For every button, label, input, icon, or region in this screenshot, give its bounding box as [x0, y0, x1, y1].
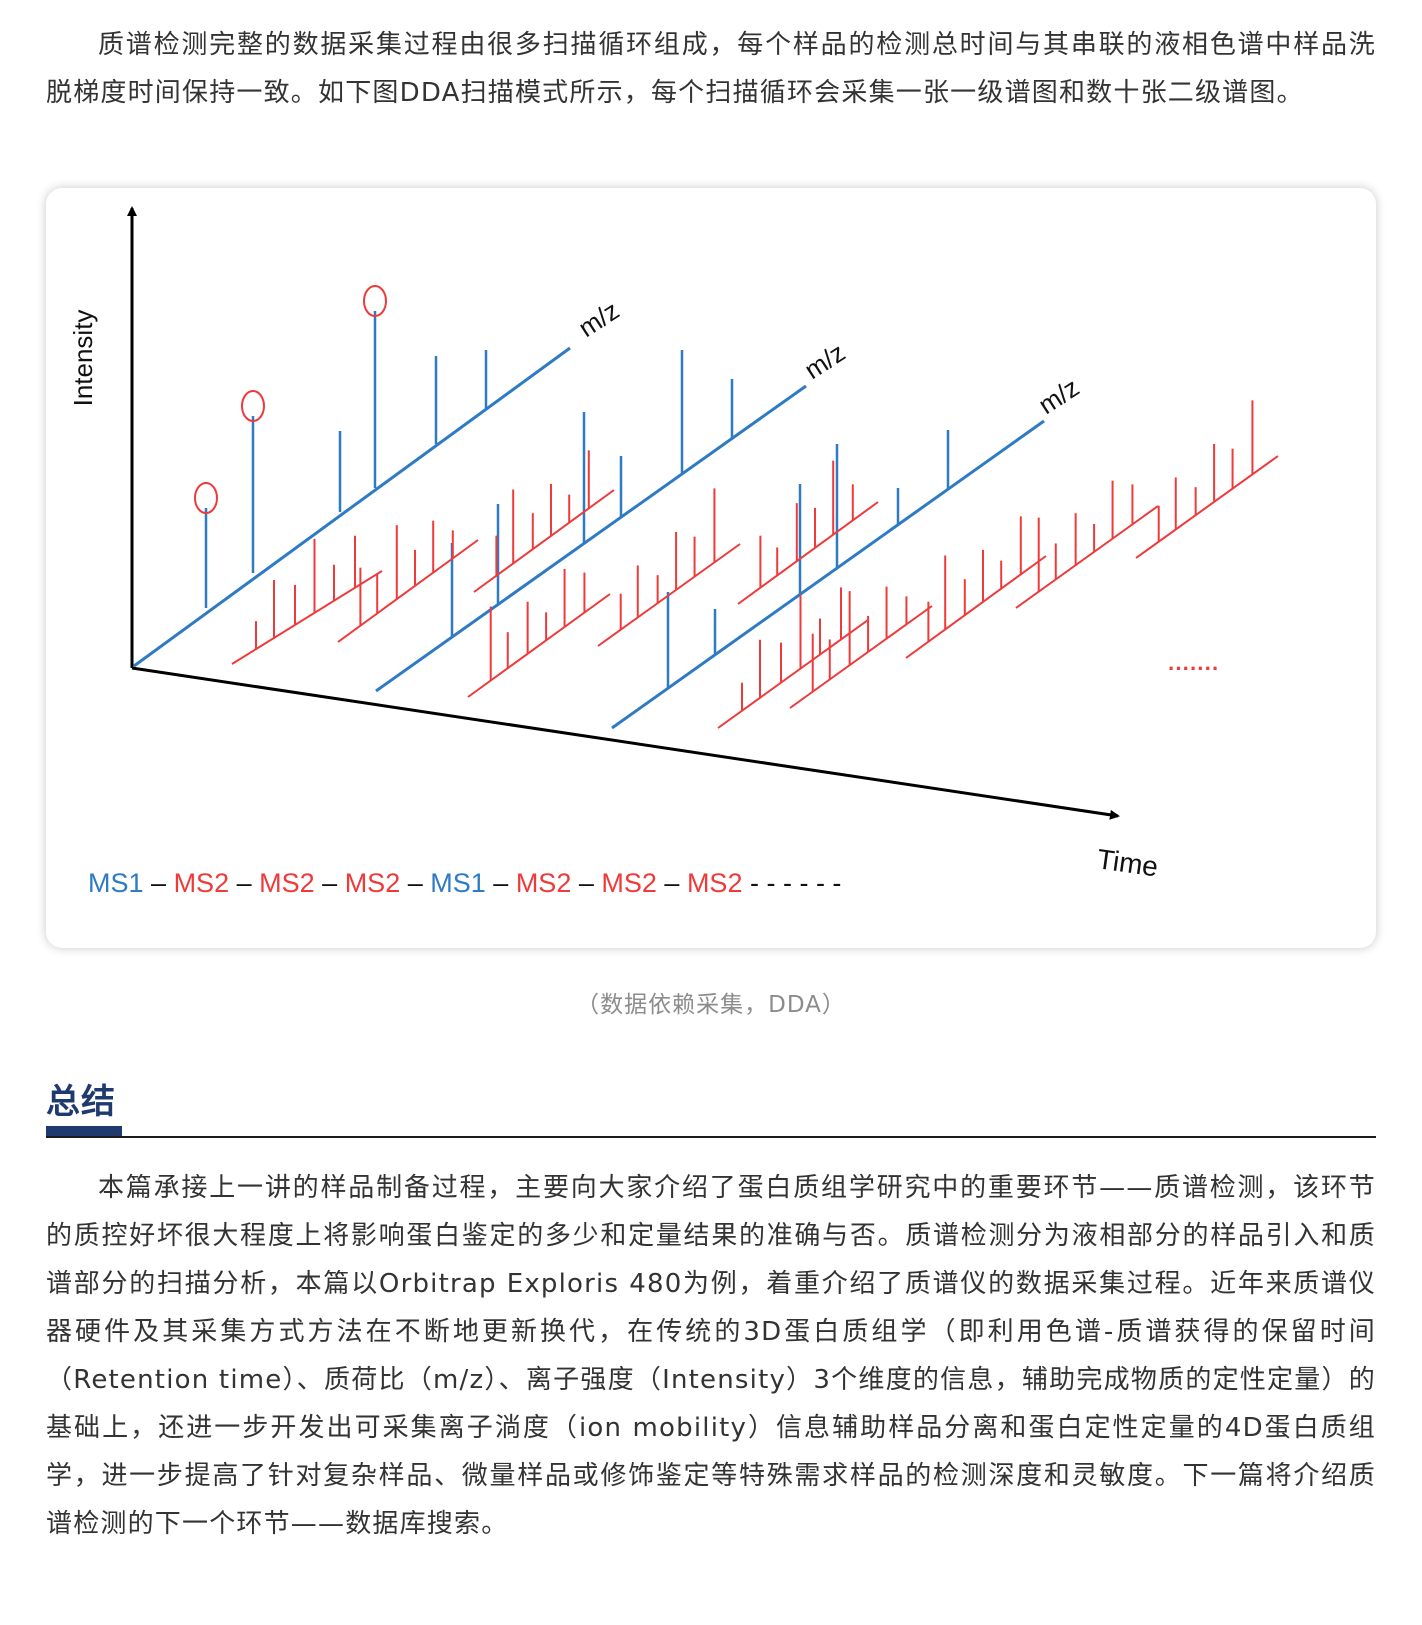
- scan-sequence-legend: MS1 – MS2 – MS2 – MS2 – MS1 – MS2 – MS2 …: [88, 868, 841, 898]
- sequence-ms2: MS2: [601, 868, 657, 898]
- sequence-separator: –: [144, 868, 174, 898]
- section-title: 总结: [46, 1082, 116, 1122]
- precursor-circle: [363, 285, 387, 317]
- sequence-ms2: MS2: [259, 868, 315, 898]
- ms2-baseline: [473, 489, 615, 593]
- ellipsis-dots: ·······: [1168, 656, 1219, 681]
- dda-diagram: m/z m/z m/z Intensity Time ······· MS1 – M…: [68, 206, 1279, 898]
- ms2-baseline: [337, 539, 479, 643]
- sequence-separator: –: [486, 868, 516, 898]
- ms1-baseline: [611, 419, 1045, 730]
- figure-caption: （数据依赖采集，DDA）: [576, 992, 846, 1018]
- sequence-separator: –: [229, 868, 259, 898]
- section-title-accent-bar: [46, 1126, 122, 1136]
- sequence-ms2: MS2: [174, 868, 230, 898]
- sequence-ms1: MS1: [88, 868, 144, 898]
- ms1-baseline: [133, 346, 571, 668]
- mz-label: m/z: [573, 295, 624, 343]
- time-axis: [131, 666, 1120, 820]
- precursor-circle: [241, 390, 265, 422]
- sequence-separator: –: [315, 868, 345, 898]
- sequence-separator: –: [400, 868, 430, 898]
- mz-label: m/z: [799, 337, 850, 385]
- time-axis-label: Time: [1095, 843, 1160, 882]
- sequence-ms2: MS2: [516, 868, 572, 898]
- summary-paragraph: 本篇承接上一讲的样品制备过程，主要向大家介绍了蛋白质组学研究中的重要环节——质谱…: [46, 1173, 1376, 1539]
- precursor-circle: [194, 482, 218, 514]
- sequence-ms1: MS1: [430, 868, 486, 898]
- ms2-baseline: [789, 605, 933, 709]
- mz-label: m/z: [1033, 372, 1084, 420]
- y-axis-label: Intensity: [68, 310, 98, 407]
- ms1-baseline: [375, 384, 807, 693]
- dda-figure: m/z m/z m/z Intensity Time ······· MS1 – M…: [46, 188, 1376, 948]
- intro-paragraph: 质谱检测完整的数据采集过程由很多扫描循环组成，每个样品的检测总时间与其串联的液相…: [46, 30, 1376, 108]
- section-divider: [46, 1136, 1376, 1138]
- sequence-ms2: MS2: [687, 868, 743, 898]
- sequence-separator: –: [657, 868, 687, 898]
- ms2-baseline: [905, 555, 1047, 659]
- spectra-layer: m/z m/z m/z: [133, 285, 1279, 730]
- sequence-ms2: MS2: [345, 868, 401, 898]
- sequence-separator: –: [571, 868, 601, 898]
- sequence-separator: - - - - - -: [742, 868, 841, 898]
